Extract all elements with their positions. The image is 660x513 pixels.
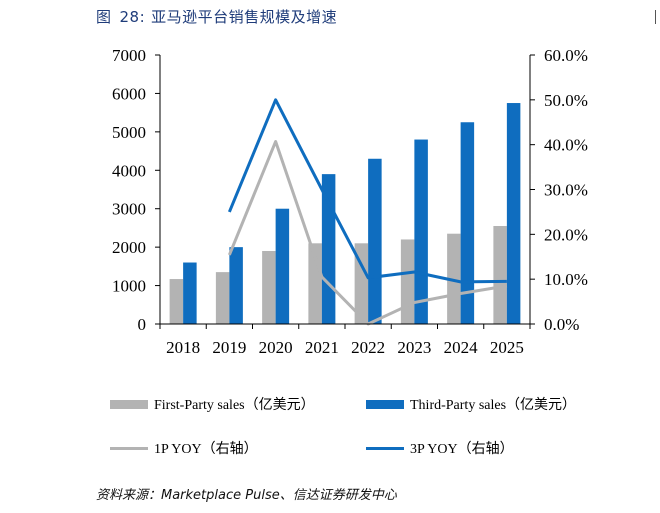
bar-third-party-2021 (321, 174, 336, 324)
y-left-tick-label: 3000 (112, 200, 146, 219)
y-left-tick-label: 6000 (112, 84, 146, 103)
y-right-tick-label: 50.0% (544, 91, 588, 110)
y-left-tick-label: 1000 (112, 277, 146, 296)
y-left-tick-label: 2000 (112, 238, 146, 257)
figure-number: 28: (119, 8, 146, 26)
y-left-tick-label: 0 (138, 315, 147, 334)
legend-1p-yoy: 1P YOY（右轴） (110, 438, 258, 458)
legend-swatch-3p-yoy (366, 446, 404, 450)
bar-first-party-2025 (493, 226, 507, 324)
legend-3p-yoy: 3P YOY（右轴） (366, 438, 514, 458)
x-tick-label: 2020 (259, 338, 293, 357)
bar-first-party-2020 (262, 250, 276, 324)
x-tick-label: 2021 (305, 338, 339, 357)
page-edge-mark (655, 10, 660, 24)
bar-first-party-2022 (354, 243, 369, 324)
y-right-tick-label: 20.0% (544, 225, 588, 244)
x-tick-label: 2023 (397, 338, 431, 357)
legend-third-party: Third-Party sales（亿美元） (366, 394, 576, 414)
bar-third-party-2022 (368, 158, 382, 324)
bar-third-party-2020 (275, 208, 290, 324)
bar-first-party-2019 (215, 272, 230, 324)
x-tick-label: 2018 (166, 338, 200, 357)
bar-third-party-2018 (183, 262, 197, 324)
legend-swatch-1p-yoy (110, 446, 148, 450)
y-left-tick-label: 5000 (112, 123, 146, 142)
source-note: 资料来源：Marketplace Pulse、信达证券研发中心 (96, 488, 397, 503)
legend-label-first-party: First-Party sales（亿美元） (154, 398, 315, 413)
bar-first-party-2018 (169, 279, 184, 324)
bar-first-party-2023 (400, 239, 415, 324)
y-left-tick-label: 4000 (112, 161, 146, 180)
figure-label: 图 (96, 8, 112, 26)
y-right-tick-label: 60.0% (544, 46, 588, 65)
figure-title: 图 28: 亚马逊平台销售规模及增速 (96, 6, 337, 27)
y-right-tick-label: 40.0% (544, 136, 588, 155)
legend-swatch-first-party (110, 399, 148, 409)
axes-layer: 0 1000 2000 3000 4000 5000 6000 7000 0.0% 10.0% 20… (112, 46, 588, 357)
legend-label-3p-yoy: 3P YOY（右轴） (410, 442, 514, 457)
line-3p-yoy (227, 98, 507, 284)
y-right-tick-label: 10.0% (544, 270, 588, 289)
bar-third-party-2023 (414, 139, 428, 324)
legend-label-third-party: Third-Party sales（亿美元） (410, 398, 577, 413)
x-tick-label: 2024 (444, 338, 479, 357)
figure-title-text: 亚马逊平台销售规模及增速 (151, 8, 338, 26)
bar-third-party-2025 (506, 103, 521, 325)
legend-label-1p-yoy: 1P YOY（右轴） (154, 442, 258, 457)
x-tick-label: 2022 (351, 338, 385, 357)
bar-third-party-2024 (460, 122, 475, 324)
y-right-tick-label: 30.0% (544, 181, 588, 200)
legend-swatch-third-party (366, 399, 404, 409)
legend-first-party: First-Party sales（亿美元） (110, 394, 315, 414)
x-tick-label: 2019 (212, 338, 246, 357)
y-right-tick-label: 0.0% (544, 315, 579, 334)
bar-first-party-2024 (447, 233, 461, 324)
y-left-tick-label: 7000 (112, 46, 146, 65)
x-tick-label: 2025 (490, 338, 524, 357)
bar-third-party-2019 (229, 247, 243, 324)
